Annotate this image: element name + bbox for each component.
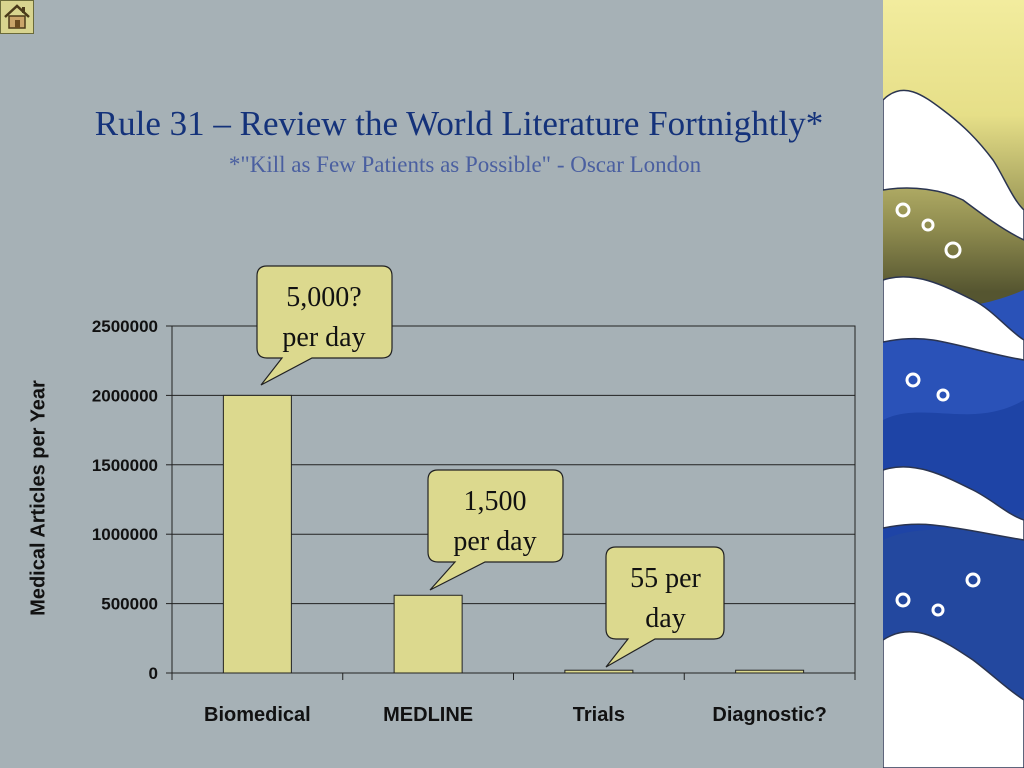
home-button[interactable] [0, 0, 34, 34]
callout-line: 55 per [630, 563, 701, 594]
x-tick-label: Biomedical [204, 704, 311, 726]
y-tick-label: 1000000 [92, 525, 158, 544]
callout-bubble [256, 265, 393, 386]
callout-bubble [605, 546, 725, 668]
slide-subtitle: *"Kill as Few Patients as Possible" - Os… [228, 152, 702, 177]
bar-biomedical [222, 394, 292, 674]
x-tick-label: MEDLINE [383, 704, 473, 726]
x-tick-label: Trials [573, 704, 625, 726]
wave-decoration [883, 0, 1024, 768]
callout-line: per day [453, 526, 537, 557]
y-tick-label: 500000 [101, 595, 158, 614]
callout-line: 5,000? [286, 282, 362, 313]
axes: 0 500000 1000000 1500000 2000000 2500000 Biome… [92, 317, 856, 726]
bar-medline [393, 594, 463, 674]
callouts [256, 265, 725, 668]
callout-line: per day [282, 322, 366, 353]
bars [222, 394, 805, 674]
home-icon [4, 4, 30, 29]
y-axis-label: Medical Articles per Year [27, 380, 50, 616]
callout-bubble [427, 469, 564, 591]
y-tick-label: 0 [149, 664, 158, 683]
bar-trials [564, 669, 634, 674]
y-tick-label: 1500000 [92, 456, 158, 475]
callout-trials: 55 per day [608, 559, 723, 639]
y-tick-label: 2500000 [92, 317, 158, 336]
callout-medline: 1,500 per day [430, 482, 560, 562]
callout-line: day [645, 603, 686, 634]
callout-biomedical: 5,000? per day [259, 278, 389, 358]
slide-title: Rule 31 – Review the World Literature Fo… [94, 104, 824, 143]
bar-diagnostic [735, 669, 805, 674]
y-tick-label: 2000000 [92, 386, 158, 405]
callout-line: 1,500 [463, 486, 527, 517]
x-tick-label: Diagnostic? [712, 704, 826, 726]
